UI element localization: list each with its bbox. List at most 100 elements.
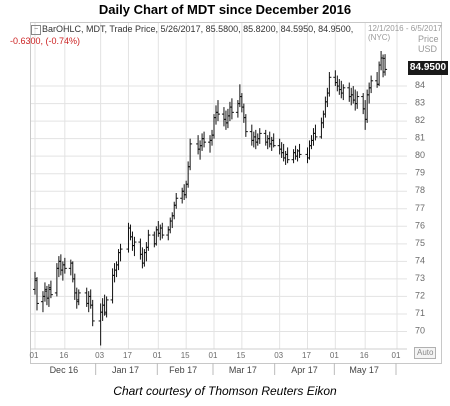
ohlc-bar [311,128,316,146]
minus-box-icon[interactable]: − [31,25,41,35]
ohlc-bar [355,91,360,109]
ohlc-bar [369,75,374,94]
ohlc-bar [265,135,270,150]
ohlc-bar [309,135,314,150]
ohlc-bar [305,147,310,164]
ohlc-bar [146,229,151,251]
ohlc-bar [200,133,205,151]
ohlc-bar [313,124,318,141]
last-price-badge: 84.9500 [408,61,448,76]
ohlc-bar [223,110,228,130]
ohlc-bar [333,70,338,87]
ohlc-bar [60,261,65,281]
ohlc-bar [347,82,352,102]
ohlc-bar [186,161,191,188]
ohlc-bar [307,140,312,160]
ohlc-bar [202,131,207,148]
ohlc-bar [251,131,256,148]
ohlc-bar [208,135,213,153]
gridlines [31,23,407,349]
ohlc-bar [323,96,328,118]
ohlc-bar [196,135,201,155]
ohlc-bar [241,103,246,123]
ohlc-bar [353,89,358,111]
ohlc-bar [229,98,234,120]
ohlc-bar [255,133,260,146]
ohlc-bar [210,129,215,146]
ohlc-bar [152,231,157,248]
ohlc-bar [180,187,185,204]
ohlc-bar [90,299,95,327]
ohlc-bar [214,105,218,125]
ohlc-bar [118,243,123,262]
ohlc-bar [375,72,380,88]
ohlc-bar [297,143,302,158]
ohlc-bar [58,254,63,276]
ohlc-bar [363,100,368,130]
ohlc-bar [40,291,45,313]
ohlc-bar [249,124,254,146]
auto-scale-button[interactable]: Auto [414,347,437,359]
ohlc-bar [88,289,93,309]
ohlc-bar [235,100,240,118]
price-change-text: -0.6300, (-0.74%) [10,36,81,46]
ohlc-bar [140,247,145,269]
date-range-text: 12/1/2016 - 6/5/2017 (NYC) [368,24,442,42]
ohlc-bar [170,212,175,229]
x-month-label: Apr 17 [291,365,318,375]
ohlc-bar [62,257,67,274]
ohlc-bar [253,129,258,150]
ohlc-bar [174,192,179,209]
x-month-labels: Dec 16 Jan 17 Feb 17 Mar 17 Apr 17 May 17 [50,363,397,375]
x-month-label: May 17 [349,365,379,375]
ohlc-bar [227,101,232,122]
ohlc-bar [130,231,135,251]
ohlc-bar [293,145,298,160]
ohlc-bar [74,287,79,309]
x-month-label: Feb 17 [169,365,197,375]
ohlc-bar [84,287,89,307]
ohlc-bar [42,282,47,302]
ohlc-bar [68,259,73,276]
price-axis-label: Price USD [418,34,439,54]
chart-caption: Chart courtesy of Thomson Reuters Eikon [113,384,337,398]
ohlc-bar [33,271,37,295]
x-month-label: Dec 16 [50,365,79,375]
ohlc-bar [285,147,290,164]
ohlc-bar [158,224,163,241]
ohlc-bar [184,180,189,199]
ohlc-bar [325,87,330,108]
ohlc-bar [335,75,340,92]
ohlc-bar [337,79,342,95]
ohlc-bar [188,138,193,171]
ohlc-bar [128,224,133,241]
ohlc-bar [339,80,344,99]
ohlc-bar [225,108,230,129]
ohlc-bar [114,261,119,278]
ohlc-bar [257,128,262,144]
ohlc-bar [104,296,109,318]
ohlc-info-text: BarOHLC, MDT, Trade Price, 5/26/2017, 85… [42,24,354,34]
ohlc-bar [271,133,276,148]
ohlc-bar [198,140,203,160]
ohlc-bar [44,285,49,306]
x-month-label: Mar 17 [229,365,257,375]
ohlc-bar [172,201,177,220]
ohlc-bar [243,114,248,137]
ohlc-bar [281,143,286,162]
chart-title: Daily Chart of MDT since December 2016 [98,2,352,17]
ohlc-bar [239,93,244,113]
currency-label: USD [418,44,438,54]
ohlc-bar [351,86,356,104]
ohlc-bar [98,303,103,346]
ohlc-bar [321,110,326,129]
ohlc-bar [132,236,137,257]
ohlc-bar [154,226,159,246]
ohlc-info-line: BarOHLC, MDT, Trade Price, 5/26/2017, 85… [42,24,353,34]
x-month-label: Jan 17 [112,365,139,375]
ohlc-bar [142,249,147,267]
ohlc-bar [126,222,131,253]
ohlc-bar [221,107,226,127]
plot-area[interactable] [30,22,442,364]
ohlc-bar [279,142,284,158]
